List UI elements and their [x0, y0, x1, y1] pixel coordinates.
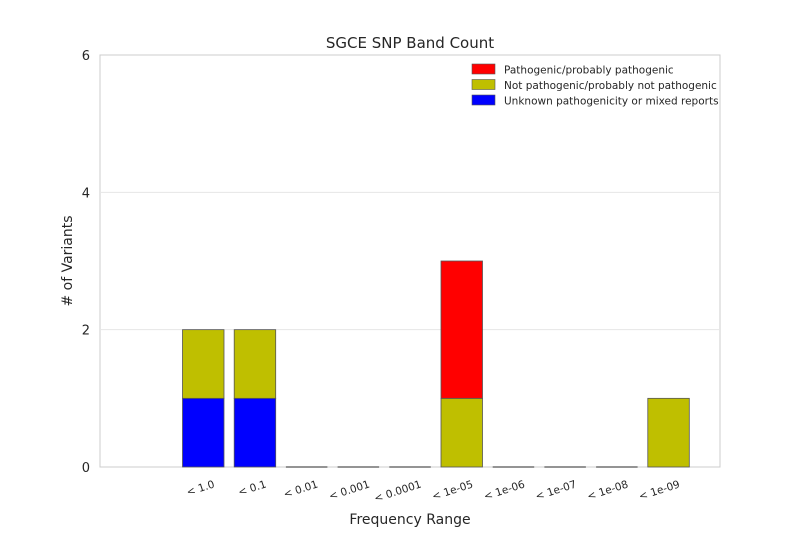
bar-segment	[440, 260, 483, 399]
x-tick-label: < 0.001	[327, 478, 371, 502]
legend-label: Not pathogenic/probably not pathogenic	[504, 80, 717, 92]
bar-segment	[182, 329, 225, 399]
y-tick-label: 2	[82, 324, 90, 339]
y-tick-label: 4	[82, 186, 90, 201]
y-tick-label: 6	[82, 49, 90, 64]
x-tick-label: < 1e-05	[431, 478, 475, 503]
legend: Pathogenic/probably pathogenic Not pathog…	[471, 63, 719, 108]
bar-segment	[233, 397, 277, 468]
x-tick-label: < 1e-07	[534, 478, 578, 503]
x-tick-label: < 0.1	[237, 478, 268, 498]
legend-label: Unknown pathogenicity or mixed reports	[504, 96, 719, 108]
bars	[182, 260, 690, 468]
x-tick-label: < 0.0001	[373, 478, 423, 505]
x-tick-label: < 1e-09	[637, 478, 681, 503]
y-tick-label: 0	[82, 461, 90, 476]
legend-swatch	[471, 63, 496, 75]
x-tick-label: < 1e-08	[586, 478, 630, 503]
x-axis-label: Frequency Range	[349, 512, 470, 528]
legend-swatch	[471, 79, 496, 90]
bar-segment	[647, 397, 690, 468]
bar-segment	[182, 397, 225, 468]
x-tick-label: < 0.01	[282, 478, 319, 500]
y-axis-label: # of Variants	[60, 215, 76, 306]
x-tick-label: < 1e-06	[482, 478, 526, 503]
bar-segment	[233, 329, 277, 399]
legend-label: Pathogenic/probably pathogenic	[504, 65, 674, 77]
x-tick-label: < 1.0	[185, 478, 216, 498]
chart-title: SGCE SNP Band Count	[326, 34, 494, 52]
legend-swatch	[471, 94, 496, 106]
bar-segment	[440, 397, 483, 468]
